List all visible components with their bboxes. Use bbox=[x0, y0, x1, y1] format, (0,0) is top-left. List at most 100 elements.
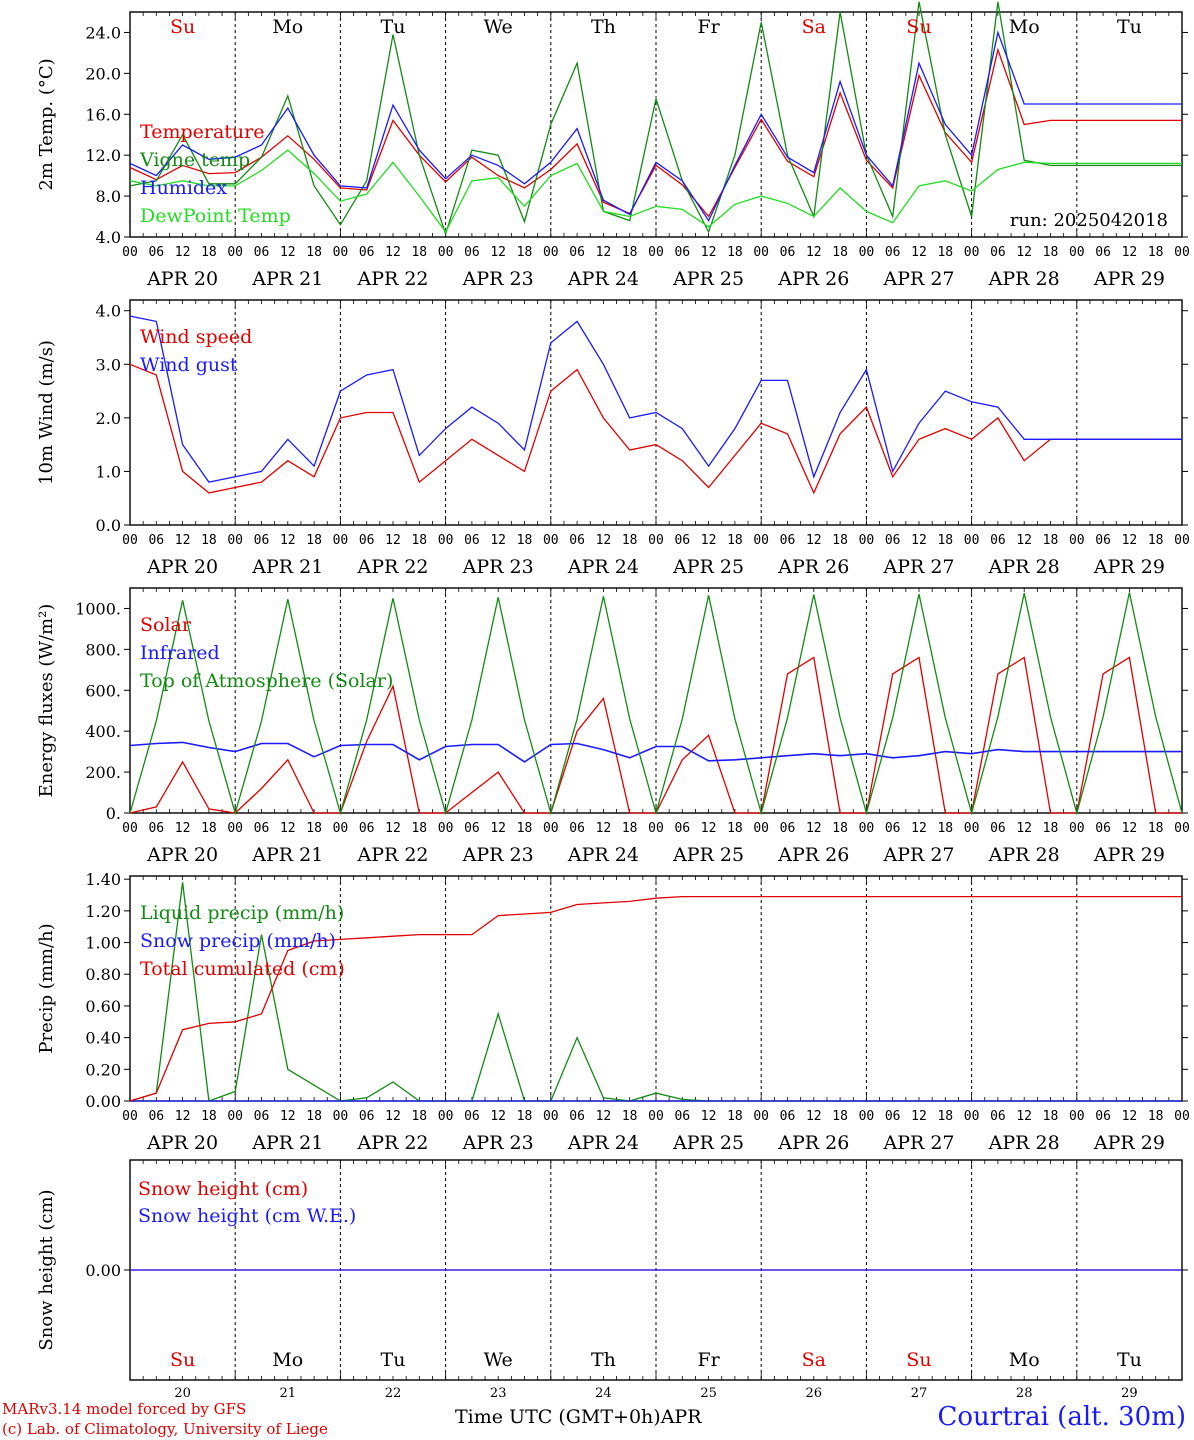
hour-tick-label: 18 bbox=[937, 245, 953, 260]
legend-entry: Total cumulated (cm) bbox=[140, 958, 345, 980]
date-label: APR 21 bbox=[251, 556, 323, 578]
legend-entry: Wind speed bbox=[140, 326, 252, 348]
hour-tick-label: 12 bbox=[911, 1109, 927, 1124]
date-label: APR 21 bbox=[251, 268, 323, 290]
weekday-label: Fr bbox=[697, 1349, 720, 1371]
hour-tick-label: 00 bbox=[964, 533, 980, 548]
hour-tick-label: 06 bbox=[359, 533, 375, 548]
hour-tick-label: 18 bbox=[517, 1109, 533, 1124]
hour-tick-label: 18 bbox=[1043, 245, 1059, 260]
hour-tick-label: 06 bbox=[569, 821, 585, 836]
weekday-label: Tu bbox=[1117, 16, 1142, 38]
y-axis-title: Snow height (cm) bbox=[36, 1189, 57, 1350]
hour-tick-label: 12 bbox=[596, 533, 612, 548]
date-label: APR 22 bbox=[356, 268, 428, 290]
date-label: APR 22 bbox=[356, 1132, 428, 1154]
hour-tick-label: 00 bbox=[122, 245, 138, 260]
hour-tick-label: 06 bbox=[1095, 533, 1111, 548]
y-tick-label: 8.0 bbox=[96, 187, 121, 206]
hour-tick-label: 06 bbox=[885, 533, 901, 548]
y-axis-title: 2m Temp. (°C) bbox=[36, 58, 57, 190]
y-tick-label: 0.40 bbox=[85, 1029, 121, 1048]
date-label: APR 22 bbox=[356, 556, 428, 578]
hour-tick-label: 12 bbox=[175, 821, 191, 836]
hour-tick-label: 12 bbox=[385, 533, 401, 548]
y-tick-label: 800. bbox=[85, 640, 121, 659]
legend-entry: Snow precip (mm/h) bbox=[140, 930, 336, 952]
series-line bbox=[129, 47, 1182, 218]
date-label: APR 27 bbox=[882, 556, 954, 578]
y-tick-label: 0.00 bbox=[85, 1261, 121, 1280]
date-label: APR 20 bbox=[146, 1132, 218, 1154]
hour-tick-label: 06 bbox=[464, 245, 480, 260]
hour-tick-label: 12 bbox=[280, 245, 296, 260]
day-number-label: 29 bbox=[1121, 1386, 1138, 1401]
weekday-label: Tu bbox=[381, 1349, 406, 1371]
y-tick-label: 0.0 bbox=[96, 516, 121, 535]
hour-tick-label: 06 bbox=[569, 1109, 585, 1124]
weekday-label: We bbox=[484, 1349, 513, 1371]
hour-tick-label: 12 bbox=[1122, 245, 1138, 260]
hour-tick-label: 12 bbox=[806, 245, 822, 260]
hour-tick-label: 18 bbox=[201, 533, 217, 548]
weekday-label: Su bbox=[170, 16, 195, 38]
y-tick-label: 24.0 bbox=[85, 23, 121, 42]
legend-entry: Vigne temp bbox=[139, 149, 250, 171]
hour-tick-label: 18 bbox=[727, 821, 743, 836]
hour-tick-label: 06 bbox=[148, 533, 164, 548]
hour-tick-label: 12 bbox=[596, 245, 612, 260]
hour-tick-label: 18 bbox=[727, 245, 743, 260]
day-number-label: 23 bbox=[490, 1386, 507, 1401]
hour-tick-label: 18 bbox=[622, 821, 638, 836]
hour-tick-label: 00 bbox=[438, 533, 454, 548]
date-label: APR 28 bbox=[988, 556, 1060, 578]
series-line bbox=[129, 30, 1182, 222]
credit-line-2: (c) Lab. of Climatology, University of L… bbox=[2, 1420, 328, 1438]
hour-tick-label: 06 bbox=[148, 245, 164, 260]
date-label: APR 24 bbox=[567, 268, 639, 290]
hour-tick-label: 18 bbox=[937, 821, 953, 836]
weekday-label: Th bbox=[591, 1349, 616, 1371]
hour-tick-label: 18 bbox=[1148, 245, 1164, 260]
y-tick-label: 0. bbox=[106, 804, 121, 823]
hour-tick-label: 18 bbox=[411, 1109, 427, 1124]
hour-tick-label: 00 bbox=[964, 245, 980, 260]
hour-tick-label: 00 bbox=[333, 821, 349, 836]
hour-tick-label: 12 bbox=[701, 1109, 717, 1124]
hour-tick-label: 18 bbox=[411, 245, 427, 260]
y-tick-label: 0.60 bbox=[85, 997, 121, 1016]
hour-tick-label: 12 bbox=[280, 821, 296, 836]
hour-tick-label: 06 bbox=[464, 533, 480, 548]
hour-tick-label: 18 bbox=[1043, 821, 1059, 836]
hour-tick-label: 18 bbox=[727, 1109, 743, 1124]
hour-tick-label: 18 bbox=[411, 533, 427, 548]
y-tick-label: 400. bbox=[85, 722, 121, 741]
hour-tick-label: 00 bbox=[122, 821, 138, 836]
date-label: APR 20 bbox=[146, 268, 218, 290]
date-label: APR 21 bbox=[251, 844, 323, 866]
hour-tick-label: 06 bbox=[674, 1109, 690, 1124]
hour-tick-label: 06 bbox=[885, 245, 901, 260]
day-number-label: 20 bbox=[174, 1386, 191, 1401]
hour-tick-label: 00 bbox=[753, 533, 769, 548]
y-tick-label: 1.00 bbox=[85, 934, 121, 953]
hour-tick-label: 00 bbox=[543, 533, 559, 548]
weekday-label: Su bbox=[170, 1349, 195, 1371]
hour-tick-label: 12 bbox=[280, 1109, 296, 1124]
hour-tick-label: 12 bbox=[175, 245, 191, 260]
hour-tick-label: 00 bbox=[333, 533, 349, 548]
hour-tick-label: 18 bbox=[622, 1109, 638, 1124]
date-label: APR 26 bbox=[777, 268, 849, 290]
weekday-label: We bbox=[484, 16, 513, 38]
hour-tick-label: 00 bbox=[1174, 821, 1190, 836]
hour-tick-label: 00 bbox=[122, 533, 138, 548]
hour-tick-label: 18 bbox=[306, 245, 322, 260]
date-label: APR 22 bbox=[356, 844, 428, 866]
date-label: APR 25 bbox=[672, 556, 744, 578]
hour-tick-label: 00 bbox=[1069, 821, 1085, 836]
date-label: APR 23 bbox=[462, 844, 534, 866]
hour-tick-label: 18 bbox=[622, 245, 638, 260]
y-tick-label: 1.40 bbox=[85, 870, 121, 889]
y-axis-title: Energy fluxes (W/m²) bbox=[36, 604, 57, 798]
